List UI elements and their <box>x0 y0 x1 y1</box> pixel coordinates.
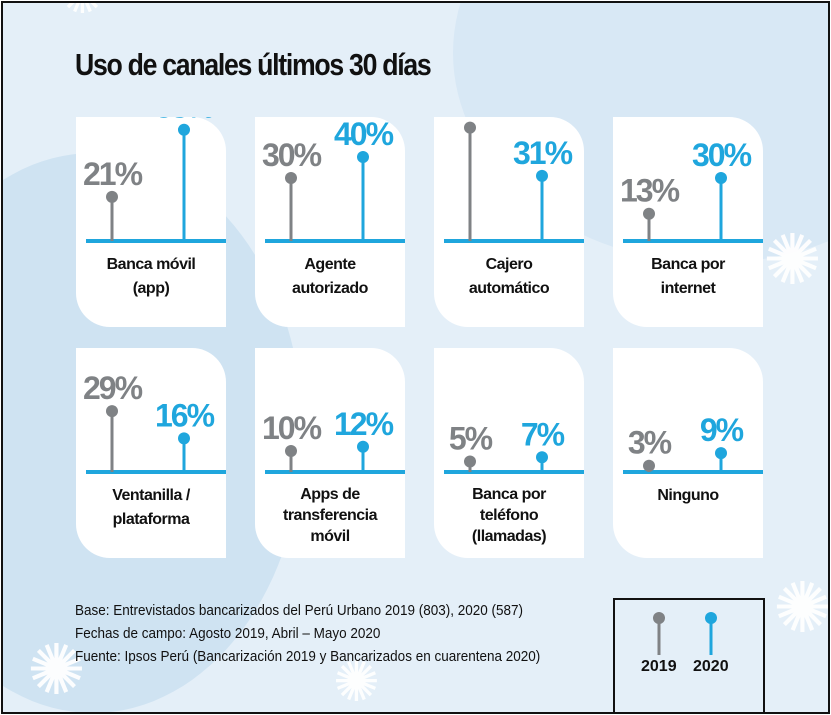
note-base: Base: Entrevistados bancarizados del Per… <box>75 602 524 619</box>
legend-label-2019: 2019 <box>641 658 677 675</box>
chart-card: 13% 30% Banca por internet <box>613 117 763 327</box>
category-label-line: (app) <box>132 280 170 297</box>
chart-card: 30% 40% Agente autorizado <box>255 117 405 327</box>
virus-icon: ✺ <box>763 219 822 301</box>
category-label-line: (llamadas) <box>471 528 547 545</box>
chart-card: 21% 53% Banca móvil (app) <box>76 117 226 327</box>
category-label: Ventanilla / plataforma <box>76 484 226 532</box>
value-label-2019: 3% <box>628 425 672 461</box>
dot-2020 <box>715 172 727 184</box>
legend-dot-2019 <box>653 612 665 624</box>
category-label-line: autorizado <box>292 280 368 297</box>
category-label-line: Agente <box>304 256 356 273</box>
value-label-2020: 7% <box>521 416 565 452</box>
note-fechas: Fechas de campo: Agosto 2019, Abril – Ma… <box>75 625 381 642</box>
chart-card: 10% 12% Apps de transferencia móvil <box>255 348 405 558</box>
dot-2019 <box>643 459 655 472</box>
category-label-line: Banca por <box>472 486 546 503</box>
dot-2019 <box>106 405 118 418</box>
virus-icon: ✺ <box>773 567 830 649</box>
dot-2019 <box>106 190 118 203</box>
value-label-2019: 21% <box>83 156 143 192</box>
category-label: Apps de transferencia móvil <box>255 484 405 547</box>
legend-dot-2020 <box>705 612 717 624</box>
value-label-2019: 13% <box>620 173 680 209</box>
lollipop-plot: 10% 12% <box>262 406 405 474</box>
value-label-2019: 5% <box>449 421 493 457</box>
dot-2019 <box>285 172 297 184</box>
dot-2020 <box>357 151 369 163</box>
category-label-line: Apps de <box>300 486 360 503</box>
chart-card: 5% 7% Banca por teléfono (llamadas) <box>434 348 584 558</box>
category-label: Cajero automático <box>434 253 584 301</box>
category-label-line: Banca móvil <box>106 256 196 273</box>
category-label: Banca móvil (app) <box>76 253 226 301</box>
dot-2020 <box>357 440 369 453</box>
category-label: Banca por teléfono (llamadas) <box>434 484 584 547</box>
value-label-2020: 31% <box>513 135 573 171</box>
lollipop-plot: 5% 7% <box>444 416 584 474</box>
category-label-line: Cajero <box>485 256 533 273</box>
virus-icon: ✺ <box>59 3 106 23</box>
value-label-2019: 10% <box>262 410 322 446</box>
value-label-2019: 30% <box>262 137 322 173</box>
category-label: Agente autorizado <box>255 253 405 301</box>
chart-card: 54% 31% Cajero automático <box>434 117 584 327</box>
footnotes: Base: Entrevistados bancarizados del Per… <box>75 599 540 668</box>
legend-label-2020: 2020 <box>693 658 729 675</box>
lollipop-plot: 29% 16% <box>83 370 226 474</box>
value-label-2019: 54% <box>441 117 501 123</box>
lollipop-plot: 54% 31% <box>441 117 584 243</box>
category-label-line: automático <box>468 280 550 297</box>
value-label-2020: 53% <box>155 117 215 125</box>
virus-icon: ✺ <box>27 629 86 711</box>
category-label-line: móvil <box>310 528 350 545</box>
lollipop-plot: 30% 40% <box>262 117 405 243</box>
virus-icon: ✺ <box>333 650 380 714</box>
category-label: Banca por internet <box>613 253 763 301</box>
category-label-line: Ventanilla / <box>112 487 190 504</box>
dot-2020 <box>536 169 548 182</box>
value-label-2020: 12% <box>334 406 394 442</box>
page-title: Uso de canales últimos 30 días <box>75 47 432 82</box>
category-label-line: plataforma <box>112 511 190 528</box>
dot-2020 <box>715 447 727 460</box>
category-label-line: internet <box>660 280 716 297</box>
category-label-line: Banca por <box>651 256 725 273</box>
dot-2020 <box>536 451 548 464</box>
dot-2020 <box>178 123 190 136</box>
lollipop-plot: 21% 53% <box>83 117 226 243</box>
note-fuente: Fuente: Ipsos Perú (Bancarización 2019 y… <box>75 648 541 665</box>
dot-2019 <box>643 207 655 220</box>
dot-2019 <box>285 445 297 457</box>
category-label: Ninguno <box>613 484 763 508</box>
lollipop-plot: 13% 30% <box>620 137 763 243</box>
legend: 2019 2020 <box>613 598 765 712</box>
dot-2019 <box>464 121 476 134</box>
legend-markers <box>653 612 717 655</box>
dot-2019 <box>464 455 476 468</box>
chart-card: 3% 9% Ninguno <box>613 348 763 558</box>
value-label-2020: 16% <box>155 397 215 433</box>
dot-2020 <box>178 432 190 445</box>
value-label-2020: 30% <box>692 137 752 173</box>
value-label-2019: 29% <box>83 370 143 406</box>
category-label-line: transferencia <box>283 507 378 524</box>
category-label-line: Ninguno <box>657 487 719 504</box>
chart-card: 29% 16% Ventanilla / plataforma <box>76 348 226 558</box>
value-label-2020: 40% <box>334 117 394 152</box>
category-label-line: teléfono <box>479 507 539 524</box>
value-label-2020: 9% <box>700 412 744 448</box>
lollipop-plot: 3% 9% <box>623 412 763 474</box>
